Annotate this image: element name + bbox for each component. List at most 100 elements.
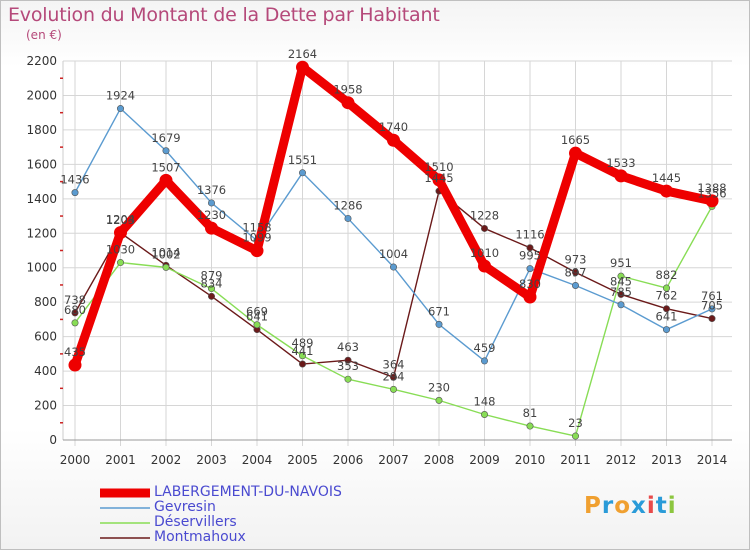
data-label: 435	[64, 345, 86, 359]
data-point	[71, 309, 79, 317]
data-label: 845	[610, 274, 632, 288]
data-point	[344, 214, 352, 222]
data-point	[708, 315, 716, 323]
data-label: 897	[565, 265, 587, 279]
data-label: 1286	[333, 198, 362, 212]
y-tick-label: 400	[34, 364, 57, 378]
data-label: 738	[64, 293, 86, 307]
y-axis-unit: (en €)	[26, 28, 62, 42]
data-point	[208, 285, 216, 293]
data-point	[253, 321, 261, 329]
data-label: 81	[523, 406, 538, 420]
legend-label: Gevresin	[154, 499, 216, 515]
data-label: 23	[568, 416, 583, 430]
data-label: 762	[656, 289, 678, 303]
data-label: 705	[701, 299, 723, 313]
data-point	[296, 60, 309, 74]
data-point	[387, 133, 400, 147]
x-tick-label: 2005	[287, 453, 318, 467]
data-label: 230	[428, 380, 450, 394]
data-label: 641	[246, 310, 268, 324]
data-label: 680	[64, 303, 86, 317]
data-label: 761	[701, 289, 723, 303]
data-point	[341, 96, 355, 110]
data-label: 1958	[333, 83, 362, 97]
data-label: 1004	[379, 247, 408, 261]
data-label: 463	[337, 340, 359, 354]
data-point	[298, 360, 306, 368]
data-label: 669	[246, 305, 268, 319]
data-label: 2164	[288, 47, 317, 61]
data-label: 951	[610, 256, 632, 270]
data-point	[205, 221, 218, 235]
data-point	[208, 199, 216, 207]
data-point	[526, 265, 534, 273]
data-label: 441	[292, 344, 314, 358]
y-tick-label: 2000	[26, 88, 57, 102]
data-label: 1010	[470, 246, 499, 260]
data-point	[435, 320, 443, 328]
data-point	[705, 194, 719, 208]
data-point	[344, 375, 352, 383]
data-label: 882	[656, 268, 678, 282]
data-point	[480, 411, 488, 419]
y-tick-label: 1000	[26, 261, 57, 275]
y-tick-label: 600	[34, 330, 57, 344]
x-tick-label: 2012	[606, 453, 637, 467]
data-point	[389, 263, 397, 271]
data-label: 1533	[606, 156, 635, 170]
data-label: 489	[292, 336, 314, 350]
data-label: 1388	[697, 181, 726, 195]
data-point	[617, 290, 625, 298]
data-point	[344, 356, 352, 364]
x-tick-label: 2001	[105, 453, 136, 467]
data-point	[526, 422, 534, 430]
data-point	[478, 259, 491, 273]
data-label: 294	[383, 369, 405, 383]
data-label: 973	[565, 252, 587, 266]
data-point	[614, 169, 628, 183]
legend-label: Montmahoux	[154, 529, 246, 545]
data-label: 1158	[242, 221, 271, 235]
x-tick-label: 2008	[424, 453, 455, 467]
chart-title: Evolution du Montant de la Dette par Hab…	[8, 4, 440, 26]
data-label: 671	[428, 304, 450, 318]
y-tick-label: 800	[34, 295, 57, 309]
y-tick-label: 1400	[26, 192, 57, 206]
data-point	[208, 292, 216, 300]
data-point	[480, 357, 488, 365]
data-point	[617, 272, 625, 280]
x-tick-label: 2006	[333, 453, 364, 467]
proxiti-logo: Proxiti	[584, 493, 677, 519]
x-tick-label: 2011	[560, 453, 591, 467]
data-point	[71, 189, 79, 197]
data-label: 1002	[151, 247, 180, 261]
y-tick-label: 2200	[26, 54, 57, 68]
data-point	[162, 263, 170, 271]
x-tick-label: 2003	[196, 453, 227, 467]
x-tick-label: 2014	[697, 453, 728, 467]
x-tick-label: 2004	[242, 453, 273, 467]
data-label: 1436	[60, 173, 89, 187]
data-point	[662, 305, 670, 313]
data-label: 1376	[197, 183, 226, 197]
data-label: 1445	[424, 171, 453, 185]
data-point	[68, 358, 82, 372]
data-label: 1445	[652, 171, 681, 185]
data-label: 1230	[197, 208, 226, 222]
data-label: 830	[519, 277, 541, 291]
data-point	[571, 268, 579, 276]
data-label: 364	[383, 357, 405, 371]
data-point	[432, 173, 446, 187]
data-label: 1116	[515, 228, 544, 242]
y-tick-label: 1200	[26, 226, 57, 240]
data-point	[250, 244, 264, 258]
y-tick-label: 0	[49, 433, 57, 447]
data-label: 785	[610, 285, 632, 299]
data-point	[389, 373, 397, 381]
data-label: 1510	[424, 160, 453, 174]
data-point	[526, 244, 534, 252]
data-point	[662, 326, 670, 334]
